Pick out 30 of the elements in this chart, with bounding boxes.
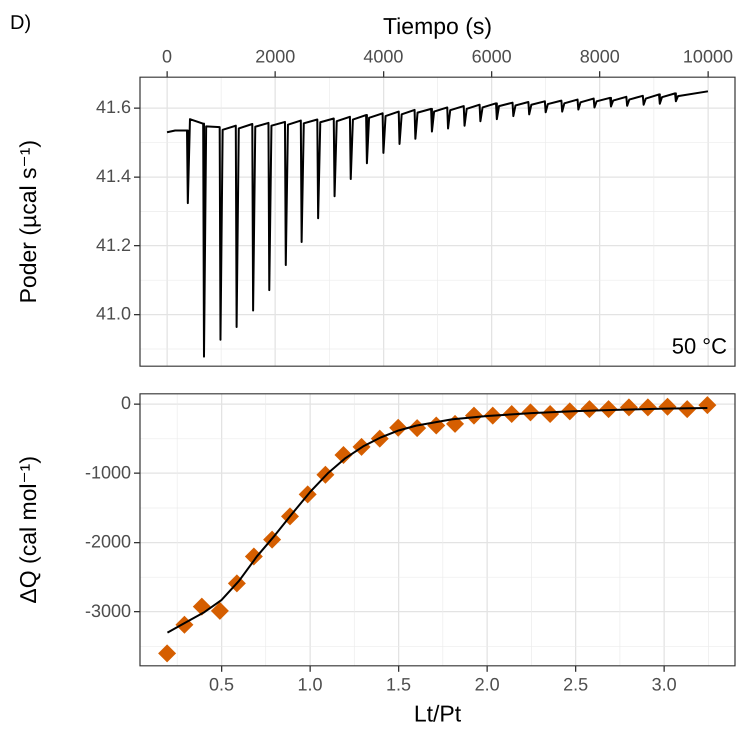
x-tick-label: 0.5 (208, 674, 234, 695)
point (698, 396, 716, 414)
x-tick-label: 2000 (255, 46, 296, 66)
annotation: 50 °C (672, 333, 728, 358)
x-tick-label: 4000 (363, 46, 404, 66)
y-tick-label: -2000 (84, 532, 131, 552)
y-axis-title: ΔQ (cal mol⁻¹) (15, 456, 42, 604)
x-tick-label: 8000 (580, 46, 620, 66)
x-axis-title: Lt/Pt (414, 700, 462, 727)
x-tick-label: 3.0 (652, 674, 677, 695)
x-tick-label: 0 (162, 46, 172, 66)
x-tick-label: 10000 (682, 46, 733, 66)
point (210, 602, 229, 620)
x-tick-label: 2.5 (563, 674, 588, 695)
x-axis-title: Tiempo (s) (382, 13, 492, 40)
x-tick-label: 1.5 (386, 674, 412, 695)
y-tick-label: 41.6 (96, 97, 131, 118)
y-axis-title: Poder (µcal s⁻¹) (15, 140, 42, 304)
y-tick-label: 41.4 (96, 166, 131, 186)
x-tick-label: 6000 (472, 46, 512, 66)
y-tick-label: 0 (120, 393, 131, 414)
x-tick-label: 1.0 (297, 674, 323, 695)
point (192, 598, 211, 616)
y-tick-label: 41.2 (96, 234, 131, 255)
point (158, 644, 176, 662)
chart-title: D) (10, 12, 32, 35)
y-tick-label: -1000 (84, 462, 131, 482)
x-tick-label: 2.0 (474, 674, 500, 695)
y-tick-label: -3000 (84, 600, 131, 621)
y-tick-label: 41.0 (96, 304, 131, 324)
